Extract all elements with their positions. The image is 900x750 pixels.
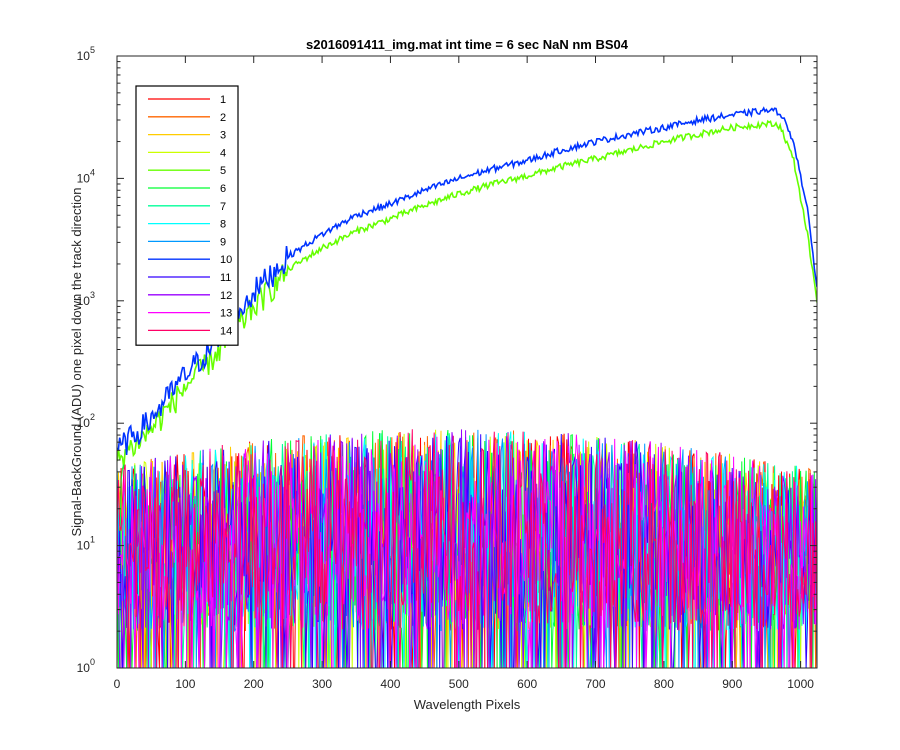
legend-label: 5 bbox=[220, 165, 226, 177]
x-tick-label: 1000 bbox=[787, 677, 814, 691]
legend-box bbox=[135, 85, 239, 346]
legend-label: 4 bbox=[220, 147, 226, 159]
legend-label: 6 bbox=[220, 183, 226, 195]
x-tick-label: 600 bbox=[517, 677, 537, 691]
legend-label: 9 bbox=[220, 236, 226, 248]
x-tick-label: 800 bbox=[654, 677, 674, 691]
chart-title: s2016091411_img.mat int time = 6 sec NaN… bbox=[306, 37, 629, 52]
x-tick-label: 100 bbox=[175, 677, 195, 691]
x-tick-label: 300 bbox=[312, 677, 332, 691]
legend-label: 7 bbox=[220, 201, 226, 213]
x-tick-label: 200 bbox=[244, 677, 264, 691]
x-tick-label: 700 bbox=[586, 677, 606, 691]
legend-label: 8 bbox=[220, 219, 226, 231]
axes-box bbox=[116, 55, 818, 669]
legend-label: 11 bbox=[220, 272, 231, 284]
x-tick-label: 0 bbox=[114, 677, 121, 691]
series-line-14 bbox=[117, 429, 817, 668]
legend-label: 12 bbox=[220, 290, 232, 302]
legend-label: 14 bbox=[220, 325, 232, 337]
x-tick-label: 500 bbox=[449, 677, 469, 691]
legend-label: 1 bbox=[220, 94, 226, 106]
x-tick-label: 900 bbox=[722, 677, 742, 691]
legend-label: 13 bbox=[220, 308, 232, 320]
legend-label: 3 bbox=[220, 130, 226, 142]
y-axis-label: Signal-BackGround (ADU) one pixel down t… bbox=[69, 187, 84, 536]
x-axis-label: Wavelength Pixels bbox=[414, 697, 521, 712]
legend-label: 10 bbox=[220, 254, 232, 266]
legend-label: 2 bbox=[220, 112, 226, 124]
x-tick-label: 400 bbox=[380, 677, 400, 691]
